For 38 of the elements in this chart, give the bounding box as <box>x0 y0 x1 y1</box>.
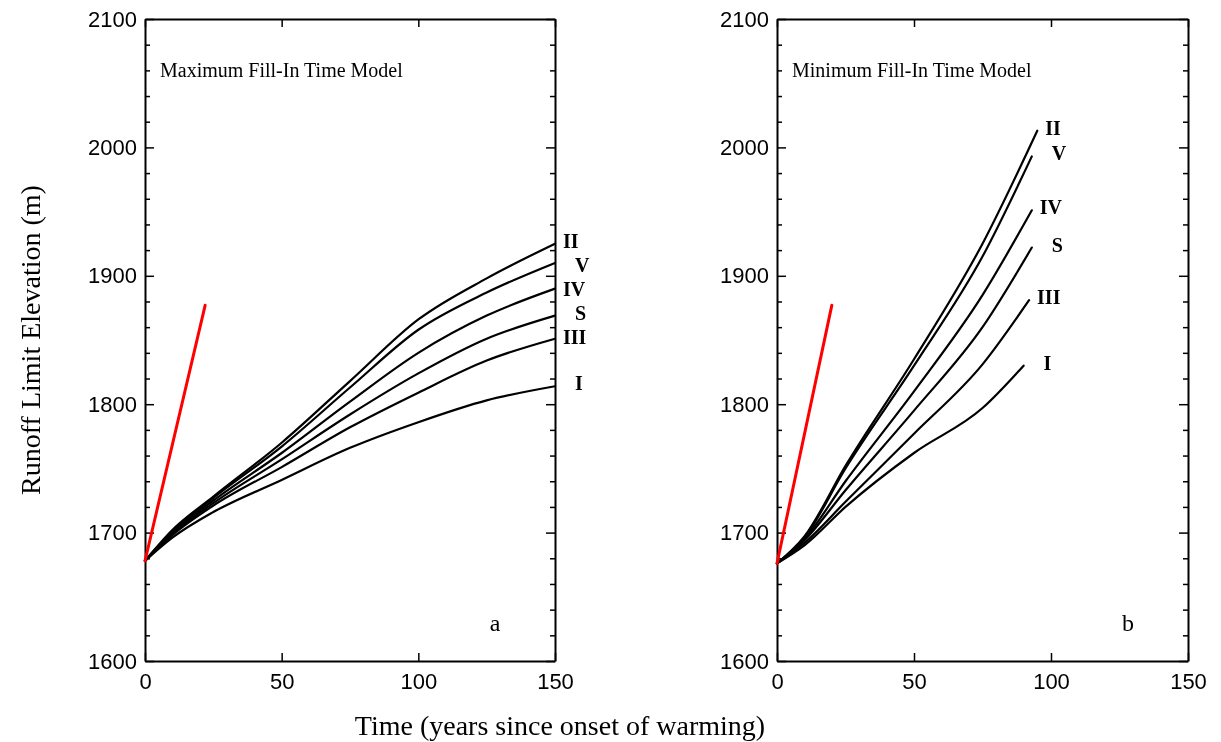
y-tick-label: 1600 <box>88 648 137 674</box>
y-tick-label: 1800 <box>720 391 769 417</box>
series-label: S <box>1051 233 1063 256</box>
legend-label: II <box>563 229 579 252</box>
series-label: II <box>1045 116 1062 139</box>
series-label: I <box>1043 351 1052 374</box>
x-tick-label: 0 <box>139 668 152 694</box>
x-axis-title: Time (years since onset of warming) <box>354 710 766 741</box>
x-tick-label: 50 <box>269 668 295 694</box>
legend-label: V <box>575 253 590 276</box>
y-tick-label: 2000 <box>720 134 769 160</box>
y-tick-label: 1900 <box>88 263 137 289</box>
x-tick-label: 100 <box>1033 668 1070 694</box>
y-tick-label: 2100 <box>88 6 137 32</box>
legend-label: III <box>563 325 587 348</box>
x-tick-label: 100 <box>400 668 438 694</box>
x-tick-label: 150 <box>1170 668 1207 694</box>
x-tick-label: 150 <box>537 668 574 694</box>
text: Maximum Fill-In Time Model <box>160 59 404 81</box>
legend-label: IV <box>563 277 586 300</box>
series-label: III <box>1037 286 1061 309</box>
annotation: b <box>1122 610 1134 636</box>
y-axis-title: Runoff Limit Elevation (m) <box>15 185 46 495</box>
y-tick-label: 1800 <box>88 391 137 417</box>
y-tick-label: 1700 <box>720 520 769 546</box>
y-tick-label: 1600 <box>720 648 769 674</box>
x-tick-label: 0 <box>771 668 784 694</box>
y-tick-label: 1900 <box>720 263 769 289</box>
series-label: V <box>1051 142 1067 165</box>
x-tick-label: 50 <box>902 668 927 694</box>
series-label: S <box>575 301 587 324</box>
annotation: a <box>489 610 501 636</box>
y-tick-label: 2000 <box>88 134 137 160</box>
series-label: IV <box>1039 196 1063 219</box>
legend-label: I <box>575 372 583 395</box>
text: Minimum Fill-In Time Model <box>792 59 1032 81</box>
y-tick-label: 2100 <box>720 6 769 32</box>
y-tick-label: 1700 <box>88 520 137 546</box>
